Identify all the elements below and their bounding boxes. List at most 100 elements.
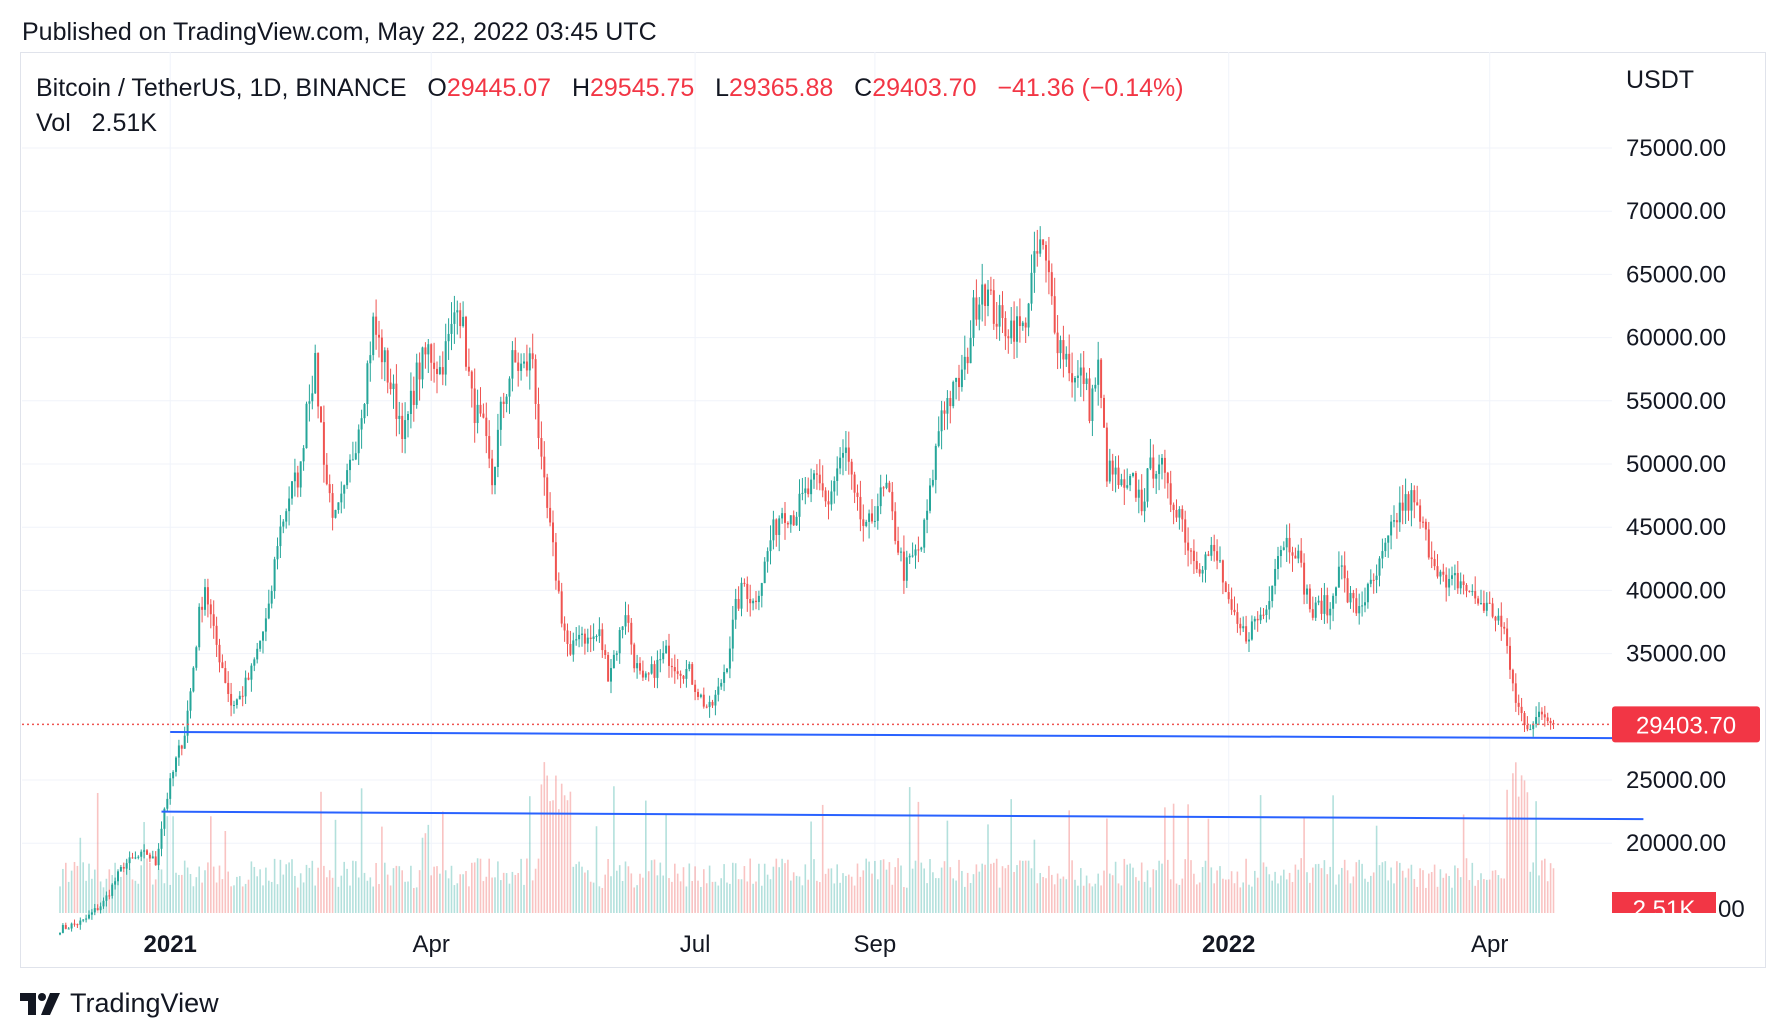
volume-bar [70, 870, 73, 913]
volume-bar [671, 881, 673, 913]
volume-bar [134, 880, 137, 913]
volume-bar [650, 860, 653, 913]
volume-bar [59, 886, 61, 913]
candle-body [209, 604, 212, 615]
volume-bar [297, 887, 299, 913]
candle-body [798, 493, 801, 517]
candle-body [1271, 585, 1274, 602]
ohlc-legend: Bitcoin / TetherUS, 1D, BINANCE O29445.0… [36, 74, 1184, 103]
candle-body [1471, 591, 1474, 593]
volume-bar [166, 816, 169, 913]
volume-bar [1100, 885, 1102, 913]
candle-body [525, 361, 528, 371]
candle-body [1074, 377, 1076, 383]
candle-body [1230, 599, 1233, 610]
candle-body [914, 549, 917, 556]
candle-body [404, 420, 407, 440]
candle-body [1123, 479, 1126, 488]
y-tick-label: 65000.00 [1626, 261, 1726, 288]
candle-body [1010, 320, 1013, 339]
volume-bar [1471, 862, 1474, 913]
volume-bar [1544, 858, 1546, 913]
volume-bar [1126, 864, 1128, 913]
candle-body [760, 583, 763, 596]
candle-body [554, 542, 557, 581]
candle-body [267, 603, 270, 619]
candle-body [395, 383, 398, 419]
candle-body [1364, 602, 1366, 606]
volume-bar [653, 859, 656, 913]
candle-body [517, 362, 520, 371]
x-tick-label: 2021 [144, 931, 197, 958]
candle-body [1021, 322, 1024, 327]
candle-body [1207, 554, 1210, 556]
candle-body [340, 493, 343, 503]
candle-body [1523, 713, 1526, 726]
volume-bar [140, 865, 142, 913]
volume-bar [1239, 887, 1242, 913]
volume-bar [1204, 860, 1207, 913]
candle-body [908, 555, 911, 558]
y-tick-label: 35000.00 [1626, 641, 1726, 668]
volume-bar [1259, 795, 1262, 913]
candle-body [108, 895, 111, 897]
volume-bar [299, 873, 302, 913]
volume-bar [1312, 867, 1314, 913]
candle-body [1436, 566, 1439, 577]
volume-bar [360, 788, 363, 913]
candle-body [1393, 520, 1395, 522]
candle-body [1326, 595, 1329, 616]
volume-bar [795, 875, 798, 913]
volume-bar [447, 878, 450, 913]
candle-body [401, 415, 404, 440]
volume-bar [294, 875, 296, 913]
candle-body [644, 673, 647, 678]
volume-bar [772, 866, 775, 913]
candle-body [1277, 556, 1279, 569]
volume-bar [1213, 883, 1215, 913]
candle-body [1474, 591, 1477, 599]
candle-body [1169, 483, 1172, 505]
candle-body [969, 337, 972, 364]
volume-bar [456, 883, 459, 913]
candle-body [189, 691, 192, 711]
candle-body [212, 614, 215, 626]
candle-body [1511, 669, 1514, 684]
tradingview-brand[interactable]: TradingView [20, 988, 219, 1019]
volume-bar [836, 864, 838, 913]
candle-body [1146, 468, 1149, 502]
candle-body [647, 673, 650, 675]
volume-bar [1309, 882, 1311, 913]
candle-body [1332, 595, 1335, 609]
candle-body [1024, 322, 1027, 328]
symbol-title[interactable]: Bitcoin / TetherUS, 1D, BINANCE [36, 74, 407, 102]
volume-bar [94, 869, 96, 913]
candle-body [902, 551, 905, 581]
candle-body [143, 850, 146, 852]
volume-bar [453, 885, 456, 913]
candle-body [195, 647, 198, 668]
volume-bar [1503, 878, 1505, 913]
volume-bar [592, 882, 595, 913]
y-tick-label-volume: 00 [1718, 896, 1745, 923]
candle-body [786, 522, 789, 525]
volume-tag: 2.51K [1612, 892, 1716, 913]
candle-body [937, 431, 940, 446]
x-tick-label: Apr [413, 931, 450, 958]
volume-bar [955, 880, 957, 913]
volume-bar [998, 887, 1001, 913]
volume-bar [384, 862, 386, 913]
volume-bar [1175, 883, 1178, 913]
volume-bar [337, 886, 340, 913]
volume-bar [392, 868, 395, 913]
volume-bar [1549, 863, 1552, 913]
volume-bar [352, 860, 354, 913]
candle-body [963, 356, 966, 370]
x-tick-label: 2022 [1202, 931, 1255, 958]
volume-bar [308, 867, 311, 913]
candle-body [1201, 569, 1204, 574]
volume-bar [1515, 762, 1517, 913]
volume-bar [270, 881, 273, 913]
volume-bar [816, 880, 818, 913]
